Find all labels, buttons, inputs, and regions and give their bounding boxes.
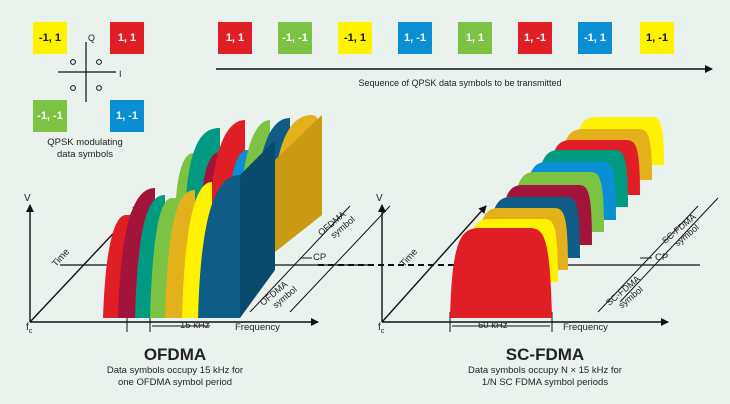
scfdma-bw-label: 60 kHz — [478, 320, 508, 331]
sequence-symbol: 1, 1 — [218, 22, 252, 54]
scfdma-fc-label: fc — [378, 322, 384, 335]
ofdma-fc-sub: c — [28, 328, 33, 335]
constellation-symbol-br: 1, -1 — [110, 100, 144, 132]
constellation-symbol-bl: -1, -1 — [33, 100, 67, 132]
constellation-caption-line1: QPSK modulating — [47, 137, 123, 148]
constellation-point — [70, 59, 76, 65]
ofdma-fc-label: fc — [26, 322, 32, 335]
ofdma-fc-main: f — [26, 322, 29, 333]
sequence-symbol: -1, -1 — [278, 22, 312, 54]
constellation-caption: QPSK modulating data symbols — [30, 137, 140, 161]
sequence-symbol: 1, -1 — [398, 22, 432, 54]
scfdma-depth-line-2 — [619, 197, 719, 303]
scfdma-caption-line2: 1/N SC FDMA symbol periods — [481, 377, 609, 388]
scfdma-v-label: V — [376, 193, 383, 204]
scfdma-caption: Data symbols occupy N × 15 kHz for 1/N S… — [440, 365, 650, 389]
ofdma-subcarrier-side — [275, 115, 322, 252]
scfdma-frequency-label: Frequency — [563, 322, 608, 333]
scfdma-fc-sub: c — [380, 328, 385, 335]
sequence-caption: Sequence of QPSK data symbols to be tran… — [358, 78, 562, 88]
sequence-symbol: 1, -1 — [640, 22, 674, 54]
ofdma-v-label: V — [24, 193, 31, 204]
scfdma-time-axis — [381, 205, 487, 323]
ofdma-subcarrier — [198, 175, 240, 318]
ofdma-subcarrier-side — [240, 140, 275, 318]
sequence-symbol: 1, 1 — [458, 22, 492, 54]
ofdma-subcarriers — [103, 115, 322, 318]
constellation-point — [96, 59, 102, 65]
constellation-symbol-tl: -1, 1 — [33, 22, 67, 54]
ofdma-cp-label: CP — [313, 252, 327, 263]
sequence-symbol: 1, -1 — [518, 22, 552, 54]
scfdma-depth-line-1 — [597, 205, 699, 313]
ofdma-caption-line1: Data symbols occupy 15 kHz for — [106, 365, 244, 376]
scfdma-symbols — [450, 117, 664, 318]
sequence-symbol: -1, 1 — [578, 22, 612, 54]
ofdma-depth-line-2 — [289, 205, 391, 313]
constellation-caption-line2: data symbols — [57, 149, 113, 160]
ofdma-title: OFDMA — [143, 345, 207, 364]
constellation-q-label: Q — [88, 33, 96, 43]
scfdma-title: SC-FDMA — [505, 345, 585, 364]
constellation-axes — [58, 42, 116, 102]
constellation-symbol-tr: 1, 1 — [110, 22, 144, 54]
ofdma-depth-line-1 — [249, 205, 351, 313]
sequence-symbol: -1, 1 — [338, 22, 372, 54]
scfdma-symbol-front — [450, 228, 552, 318]
constellation-i-label: I — [119, 69, 122, 79]
scfdma-caption-line1: Data symbols occupy N × 15 kHz for — [468, 365, 622, 376]
constellation-point — [96, 85, 102, 91]
constellation-point — [70, 85, 76, 91]
ofdma-caption: Data symbols occupy 15 kHz for one OFDMA… — [75, 365, 275, 389]
ofdma-caption-line2: one OFDMA symbol period — [117, 377, 233, 388]
ofdma-bw-label: 15 kHz — [180, 320, 210, 331]
ofdma-frequency-label: Frequency — [235, 322, 280, 333]
scfdma-cp-label: CP — [655, 252, 669, 263]
scfdma-fc-main: f — [378, 322, 381, 333]
